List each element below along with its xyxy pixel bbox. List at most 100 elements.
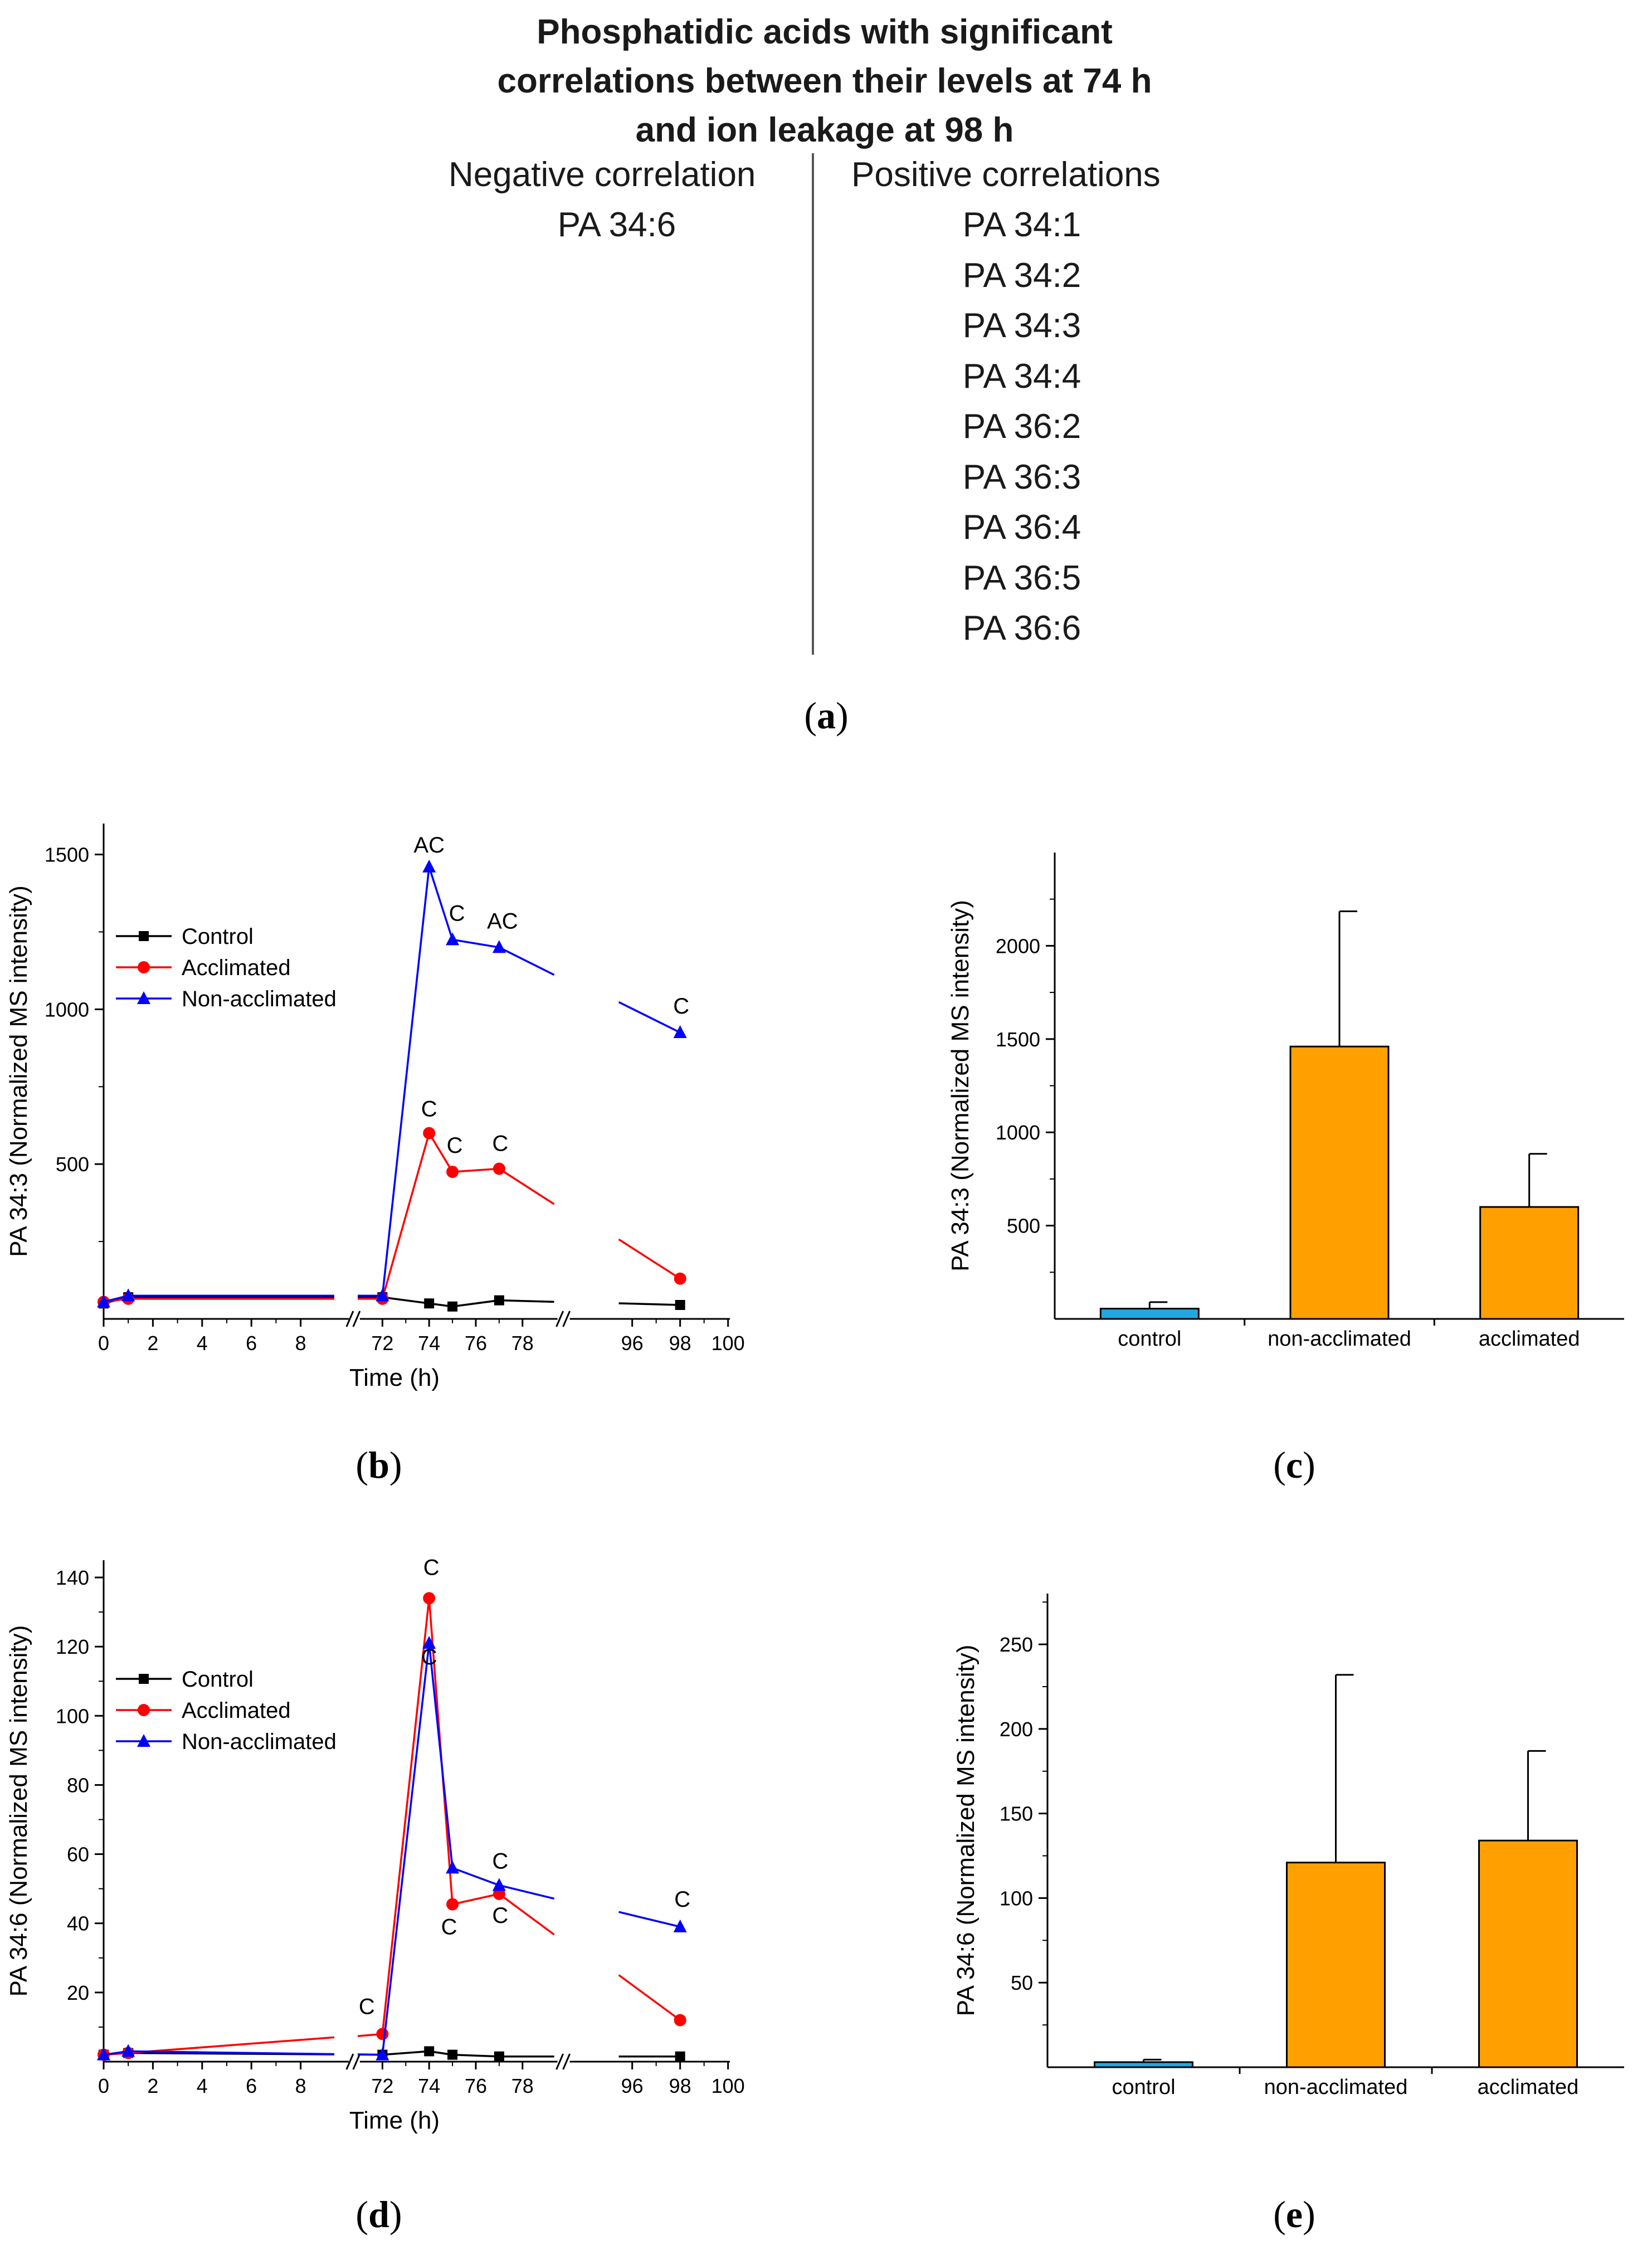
y-tick-label: 500	[1007, 1215, 1040, 1238]
y-tick-label: 1500	[996, 1028, 1040, 1051]
series-line-non-acclimated	[428, 866, 454, 940]
axis-break-mark	[562, 1311, 571, 1327]
y-tick-label: 20	[67, 1981, 89, 2004]
y-tick-label: 500	[56, 1153, 89, 1176]
title-line-2: correlations between their levels at 74 …	[497, 62, 1152, 100]
y-tick-label: 1000	[45, 998, 89, 1021]
positive-item: PA 34:4	[962, 357, 1081, 396]
title-line-3: and ion leakage at 98 h	[635, 111, 1014, 149]
caption-d: (d)	[355, 2193, 402, 2235]
y-tick-label: 1000	[996, 1121, 1040, 1144]
axis-break-mark	[555, 2053, 564, 2070]
point-acclimated	[493, 1887, 505, 1900]
y-tick-label: 1500	[45, 844, 89, 866]
negative-item: PA 34:6	[557, 206, 676, 244]
y-axis-label: PA 34:6 (Normalized MS intensity)	[952, 1645, 979, 2017]
axis-break-mark	[555, 1311, 564, 1327]
significance-annotation: C	[674, 1887, 690, 1912]
axis-break-mark	[352, 1311, 361, 1327]
category-label: control	[1118, 1327, 1181, 1351]
x-axis-label: Time (h)	[349, 1364, 440, 1391]
x-tick-label: 98	[669, 2074, 691, 2097]
positive-item: PA 34:2	[962, 256, 1081, 295]
axis-break-mark	[345, 1311, 354, 1327]
y-tick-label: 100	[1000, 1887, 1033, 1910]
category-label: non-acclimated	[1264, 2076, 1408, 2099]
series-line-acclimated	[428, 1132, 454, 1172]
x-axis-label: Time (h)	[349, 2107, 440, 2134]
significance-annotation: C	[492, 1132, 508, 1156]
legend-label: Acclimated	[182, 1698, 291, 1723]
point-non-acclimated	[97, 1294, 110, 1308]
x-tick-label: 74	[418, 1332, 440, 1355]
y-axis-label: PA 34:6 (Normalized MS intensity)	[5, 1625, 32, 1997]
x-tick-label: 72	[371, 2074, 393, 2097]
y-tick-label: 2000	[996, 934, 1040, 957]
positive-item: PA 34:1	[962, 206, 1081, 244]
negative-correlation-header: Negative correlation	[449, 155, 756, 194]
caption-c: (c)	[1273, 1444, 1315, 1486]
x-tick-label: 6	[246, 1332, 257, 1355]
caption-a: (a)	[804, 694, 849, 737]
point-non-acclimated	[97, 2047, 110, 2061]
positive-item: PA 36:3	[962, 457, 1081, 496]
point-non-acclimated	[446, 1861, 460, 1874]
point-non-acclimated	[422, 1635, 436, 1649]
point-acclimated	[674, 1272, 686, 1285]
x-tick-label: 78	[511, 2074, 534, 2097]
series-line-acclimated	[618, 1974, 681, 2021]
significance-annotation: C	[423, 1555, 440, 1580]
point-acclimated	[423, 1592, 436, 1605]
series-line-non-acclimated	[452, 1867, 500, 1887]
significance-annotation: C	[449, 901, 465, 926]
point-acclimated	[674, 2014, 686, 2027]
x-tick-label: 74	[418, 2074, 440, 2097]
positive-item: PA 36:4	[962, 508, 1081, 547]
point-acclimated	[446, 1898, 459, 1911]
y-tick-label: 50	[1011, 1971, 1033, 1994]
x-tick-label: 98	[669, 1332, 691, 1355]
x-tick-label: 0	[98, 1332, 109, 1355]
significance-annotation: AC	[487, 909, 518, 933]
point-non-acclimated	[121, 1288, 135, 1302]
legend-marker	[139, 1674, 149, 1684]
series-line-non-acclimated	[499, 1884, 555, 1900]
axis-break-mark	[562, 2053, 571, 2070]
significance-annotation: C	[421, 1097, 437, 1122]
caption-e: (e)	[1273, 2193, 1315, 2235]
series-line-control	[382, 2050, 430, 2056]
significance-annotation: C	[492, 1849, 508, 1873]
legend-marker	[138, 961, 150, 973]
y-tick-label: 60	[67, 1843, 89, 1866]
x-tick-label: 72	[371, 1332, 393, 1355]
series-line-control	[452, 2053, 499, 2058]
positive-item: PA 36:6	[962, 609, 1081, 647]
series-line-non-acclimated	[128, 2050, 334, 2056]
y-tick-label: 150	[1000, 1803, 1033, 1825]
point-non-acclimated	[121, 2044, 135, 2057]
y-axis-label: PA 34:3 (Normalized MS intensity)	[947, 900, 974, 1272]
series-line-non-acclimated	[618, 1911, 681, 1928]
series-line-acclimated	[381, 1598, 430, 2034]
series-line-control	[618, 1302, 680, 1306]
point-control	[494, 1295, 504, 1306]
positive-correlations-header: Positive correlations	[851, 155, 1161, 194]
point-non-acclimated	[376, 1288, 389, 1302]
point-control	[424, 2046, 435, 2057]
bar-control	[1094, 2061, 1193, 2068]
series-line-non-acclimated	[499, 946, 555, 976]
point-non-acclimated	[422, 859, 436, 873]
bar-non-acclimated	[1289, 1045, 1390, 1320]
series-line-control	[382, 1296, 430, 1304]
caption-b: (b)	[355, 1444, 402, 1486]
series-line-non-acclimated	[103, 2050, 129, 2056]
significance-annotation: C	[673, 994, 689, 1019]
category-label: control	[1112, 2076, 1175, 2099]
bar-acclimated	[1478, 1839, 1578, 2068]
series-line-non-acclimated	[381, 1643, 430, 2055]
x-tick-label: 76	[465, 2074, 487, 2097]
positive-item: PA 36:2	[962, 407, 1081, 446]
point-control	[494, 2051, 504, 2062]
point-non-acclimated	[492, 940, 506, 953]
